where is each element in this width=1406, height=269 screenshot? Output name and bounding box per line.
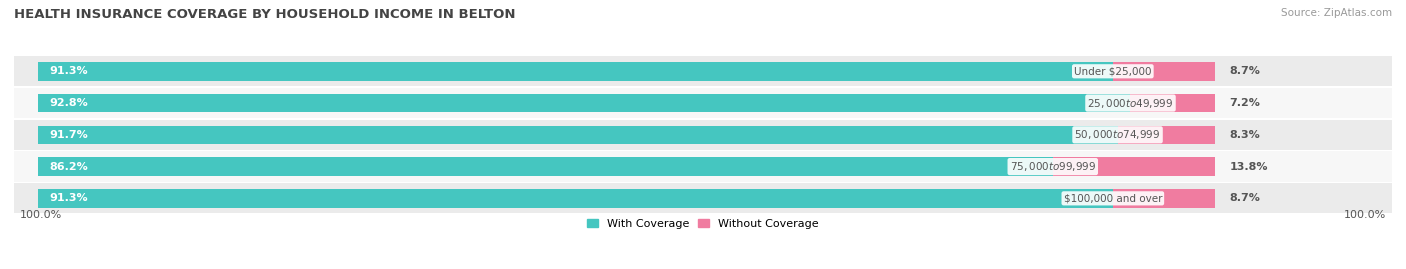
Text: HEALTH INSURANCE COVERAGE BY HOUSEHOLD INCOME IN BELTON: HEALTH INSURANCE COVERAGE BY HOUSEHOLD I… bbox=[14, 8, 516, 21]
Text: 13.8%: 13.8% bbox=[1229, 162, 1268, 172]
Text: 7.2%: 7.2% bbox=[1229, 98, 1260, 108]
Bar bbox=[1053, 157, 1215, 176]
Text: $50,000 to $74,999: $50,000 to $74,999 bbox=[1074, 128, 1161, 141]
Legend: With Coverage, Without Coverage: With Coverage, Without Coverage bbox=[588, 218, 818, 229]
Text: 92.8%: 92.8% bbox=[49, 98, 89, 108]
Bar bbox=[38, 189, 1112, 208]
Bar bbox=[38, 157, 1053, 176]
Text: $75,000 to $99,999: $75,000 to $99,999 bbox=[1010, 160, 1095, 173]
Text: $100,000 and over: $100,000 and over bbox=[1063, 193, 1163, 203]
Bar bbox=[38, 126, 1118, 144]
Bar bbox=[14, 151, 1392, 182]
Bar bbox=[38, 94, 1130, 112]
Text: 91.3%: 91.3% bbox=[49, 193, 89, 203]
Bar bbox=[1112, 189, 1215, 208]
Text: 91.7%: 91.7% bbox=[49, 130, 89, 140]
Text: 100.0%: 100.0% bbox=[1344, 210, 1386, 220]
Bar bbox=[14, 183, 1392, 213]
Text: 100.0%: 100.0% bbox=[20, 210, 62, 220]
Bar bbox=[14, 88, 1392, 118]
Text: 8.7%: 8.7% bbox=[1229, 66, 1260, 76]
Bar bbox=[14, 120, 1392, 150]
Bar bbox=[14, 56, 1392, 86]
Text: 86.2%: 86.2% bbox=[49, 162, 89, 172]
Text: $25,000 to $49,999: $25,000 to $49,999 bbox=[1087, 97, 1174, 109]
Bar bbox=[1118, 126, 1215, 144]
Text: 8.7%: 8.7% bbox=[1229, 193, 1260, 203]
Bar bbox=[38, 62, 1112, 80]
Bar bbox=[1112, 62, 1215, 80]
Bar bbox=[1130, 94, 1215, 112]
Text: Source: ZipAtlas.com: Source: ZipAtlas.com bbox=[1281, 8, 1392, 18]
Text: 91.3%: 91.3% bbox=[49, 66, 89, 76]
Text: 8.3%: 8.3% bbox=[1229, 130, 1260, 140]
Text: Under $25,000: Under $25,000 bbox=[1074, 66, 1152, 76]
